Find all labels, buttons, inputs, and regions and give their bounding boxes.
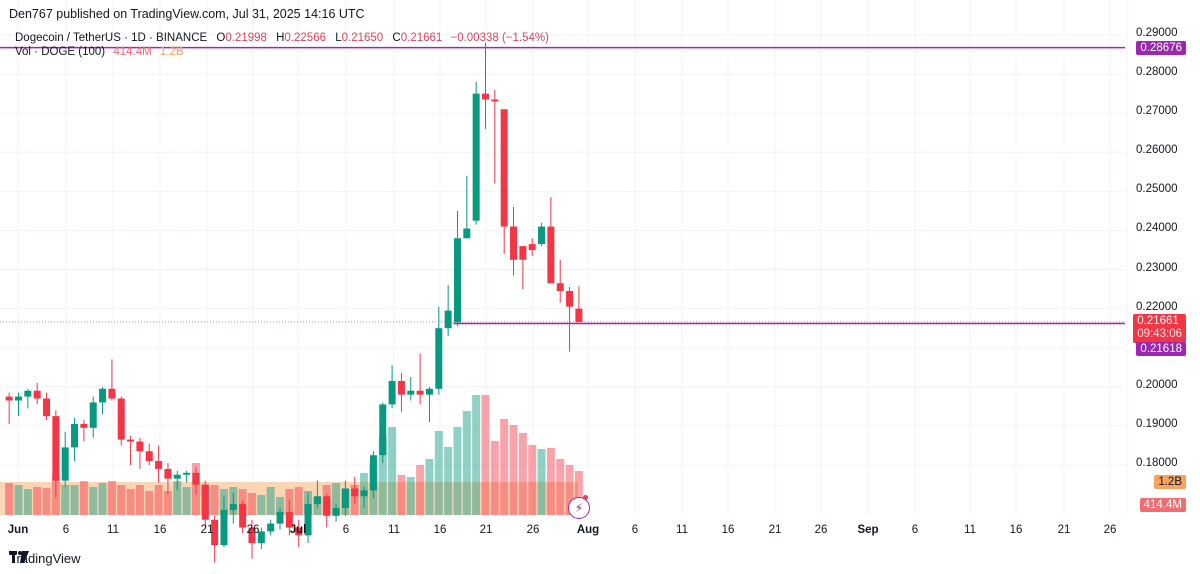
support-price-tag: 0.21618 [1136, 342, 1186, 356]
price-tick-label: 0.25000 [1136, 183, 1178, 196]
time-tick-label: 21 [768, 524, 782, 536]
lightning-icon[interactable]: ⚡︎ [568, 497, 590, 519]
time-tick-label: Jul [289, 524, 307, 536]
bar-countdown: 09:43:06 [1137, 328, 1182, 340]
time-tick-label: 26 [814, 524, 828, 536]
price-tick-label: 0.27000 [1136, 105, 1178, 118]
time-tick-label: 21 [479, 524, 493, 536]
tradingview-logo[interactable]: TradingView [9, 551, 81, 566]
time-tick-label: 16 [721, 524, 735, 536]
time-tick-label: 6 [62, 524, 70, 536]
time-tick-label: 26 [526, 524, 540, 536]
time-tick-label: 16 [153, 524, 167, 536]
price-tick-label: 0.29000 [1136, 27, 1178, 39]
open-value: 0.21998 [225, 32, 267, 44]
time-tick-label: Sep [857, 524, 879, 536]
price-tick-label: 0.19000 [1136, 417, 1178, 430]
tradingview-logo-icon [9, 551, 29, 563]
last-price-tag: 0.21661 09:43:06 [1133, 314, 1186, 343]
volume-value: 414.4M [113, 46, 152, 58]
volume-ma-tag: 1.2B [1154, 475, 1186, 489]
time-tick-label: 16 [1009, 524, 1023, 536]
close-value: 0.21661 [400, 32, 443, 44]
price-tick-label: 0.20000 [1136, 378, 1178, 391]
volume-tag: 414.4M [1139, 498, 1186, 512]
volume-legend: Vol · DOGE (100) 414.4M 1.2B [15, 46, 184, 58]
volume-label[interactable]: Vol · DOGE (100) [15, 46, 106, 58]
time-tick-label: 11 [388, 524, 400, 536]
price-tick-label: 0.22000 [1136, 300, 1178, 313]
high-value: 0.22566 [284, 32, 326, 44]
time-tick-label: 11 [964, 524, 976, 536]
time-tick-label: 16 [433, 524, 447, 536]
symbol-name[interactable]: Dogecoin / TetherUS · 1D · BINANCE [15, 32, 208, 44]
price-tick-label: 0.28000 [1136, 66, 1178, 79]
time-tick-label: 21 [200, 524, 214, 536]
low-label: L [335, 32, 342, 44]
notification-dot-icon [583, 495, 588, 500]
resistance-price-tag: 0.28676 [1136, 41, 1186, 55]
time-tick-label: Jun [7, 524, 29, 536]
time-tick-label: 26 [1103, 524, 1117, 536]
high-label: H [276, 32, 285, 44]
time-tick-label: 6 [342, 524, 350, 536]
change-value: −0.00338 (−1.54%) [450, 32, 549, 44]
close-label: C [392, 32, 401, 44]
time-tick-label: 21 [1057, 524, 1071, 536]
time-tick-label: 11 [107, 524, 119, 536]
price-tick-label: 0.18000 [1136, 456, 1178, 469]
last-price: 0.21661 [1137, 315, 1179, 327]
time-tick-label: Aug [576, 524, 600, 536]
open-label: O [216, 32, 226, 44]
publisher-info: Den767 published on TradingView.com, Jul… [9, 7, 365, 21]
time-tick-label: 6 [631, 524, 639, 536]
low-value: 0.21650 [341, 32, 384, 44]
price-tick-label: 0.24000 [1136, 222, 1178, 235]
volume-ma-value: 1.2B [159, 46, 184, 58]
time-tick-label: 6 [911, 524, 919, 536]
price-tick-label: 0.26000 [1136, 144, 1178, 157]
price-tick-label: 0.23000 [1136, 261, 1178, 274]
time-tick-label: 11 [676, 524, 688, 536]
time-tick-label: 26 [246, 524, 260, 536]
symbol-legend: Dogecoin / TetherUS · 1D · BINANCE O0.21… [15, 32, 549, 44]
